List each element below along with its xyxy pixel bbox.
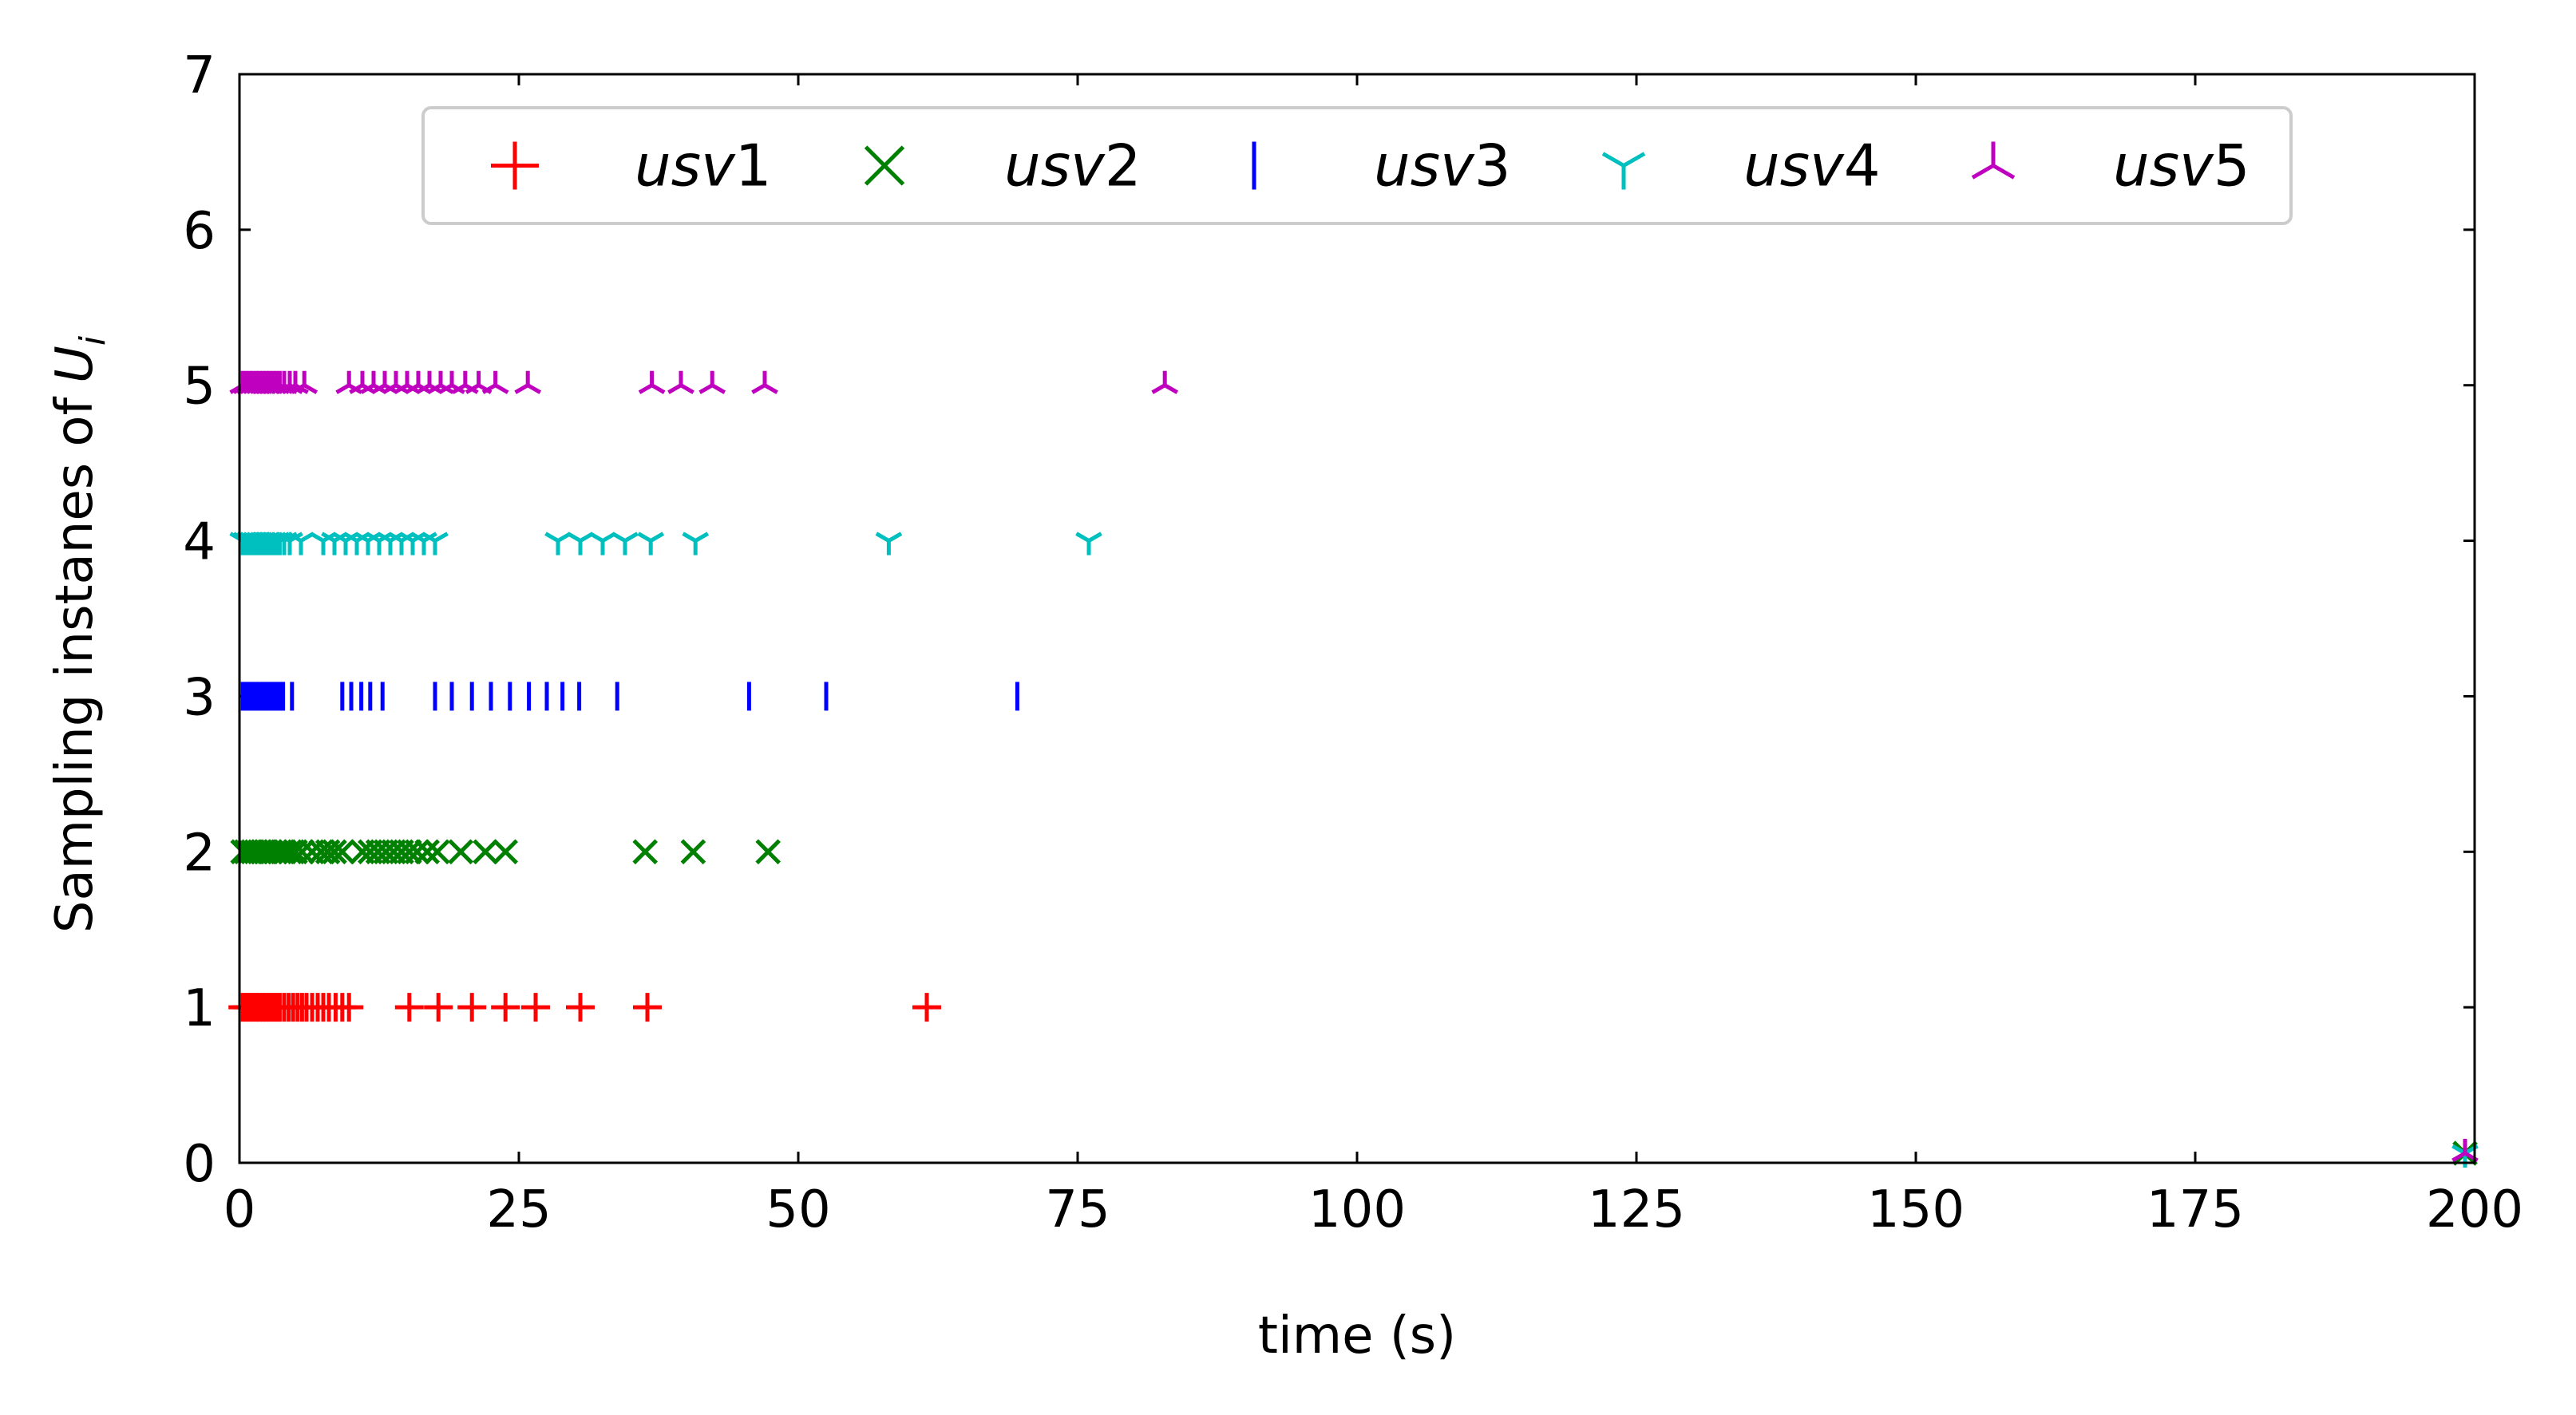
series-usv3 <box>240 682 1019 711</box>
data-point <box>514 370 542 394</box>
tri-up-icon <box>1971 141 2016 180</box>
data-point <box>329 839 355 865</box>
data-point <box>633 993 662 1022</box>
x-tick-label: 0 <box>224 1180 256 1239</box>
y-axis-label-subscript: i <box>73 335 113 346</box>
data-point <box>566 993 595 1022</box>
data-point <box>291 370 319 394</box>
tri-down-icon <box>1601 152 1646 190</box>
data-point <box>682 532 710 555</box>
data-point <box>271 839 297 865</box>
data-point <box>473 839 498 865</box>
data-point <box>414 839 441 865</box>
legend-label: usv1 <box>635 132 772 200</box>
data-point <box>491 993 520 1022</box>
legend-label-prefix: usv <box>1004 132 1106 200</box>
y-tick-label: 5 <box>183 358 216 417</box>
cross-icon <box>864 145 905 186</box>
series-usv5 <box>229 370 1179 394</box>
data-point <box>751 370 778 394</box>
data-point <box>322 839 347 865</box>
series-usv4 <box>229 532 1102 555</box>
series-usv1 <box>228 993 941 1022</box>
data-point <box>611 532 639 555</box>
data-point <box>875 532 903 555</box>
y-tick-label: 0 <box>183 1135 216 1194</box>
data-point <box>755 839 782 865</box>
legend-item-usv1: usv1 <box>491 132 772 200</box>
data-point <box>481 370 509 394</box>
x-tick-label: 125 <box>1588 1180 1685 1239</box>
data-point <box>493 839 519 865</box>
data-point <box>521 993 550 1022</box>
data-point <box>424 839 450 865</box>
x-tick-label: 175 <box>2147 1180 2244 1239</box>
data-point <box>334 993 364 1022</box>
legend-label: usv4 <box>1743 132 1881 200</box>
x-tick-label: 25 <box>486 1180 551 1239</box>
legend-label-number: 5 <box>2214 132 2250 200</box>
legend-label-number: 1 <box>735 132 772 200</box>
legend-label-number: 4 <box>1844 132 1881 200</box>
legend: usv1 usv2 usv3 usv4 usv5 <box>421 106 2293 225</box>
legend-label-number: 3 <box>1474 132 1511 200</box>
plot-frame <box>238 73 2476 1164</box>
data-point <box>912 993 941 1022</box>
legend-label-prefix: usv <box>635 132 736 200</box>
y-axis-label-prefix: Sampling instanes of <box>46 396 105 933</box>
data-point <box>632 839 659 865</box>
legend-item-usv5: usv5 <box>1971 132 2250 200</box>
legend-label: usv3 <box>1374 132 1511 200</box>
legend-label-prefix: usv <box>1374 132 1475 200</box>
data-point <box>637 532 665 555</box>
y-tick-label: 6 <box>183 202 216 261</box>
legend-label-prefix: usv <box>1743 132 1845 200</box>
data-point <box>424 993 453 1022</box>
y-tick-label: 4 <box>183 513 216 572</box>
x-tick-label: 150 <box>1867 1180 1965 1239</box>
x-axis-label: time (s) <box>1258 1306 1456 1366</box>
legend-item-usv4: usv4 <box>1601 132 1881 200</box>
data-point <box>638 370 666 394</box>
y-tick-label: 3 <box>183 668 216 727</box>
legend-label-prefix: usv <box>2113 132 2214 200</box>
x-tick-label: 100 <box>1308 1180 1406 1239</box>
y-axis-label-symbol: U <box>46 346 105 383</box>
data-point <box>698 370 726 394</box>
data-point <box>457 993 487 1022</box>
data-point <box>680 839 706 865</box>
y-tick-label: 2 <box>183 824 216 883</box>
legend-label: usv5 <box>2113 132 2250 200</box>
data-point <box>289 839 315 865</box>
data-point <box>667 370 694 394</box>
y-tick-label: 7 <box>183 46 216 105</box>
data-point <box>394 993 424 1022</box>
legend-item-usv3: usv3 <box>1252 132 1511 200</box>
legend-label: usv2 <box>1004 132 1142 200</box>
series-usv2 <box>230 839 782 865</box>
data-point <box>1151 370 1179 394</box>
data-point <box>448 839 474 865</box>
data-marks <box>228 370 2479 1168</box>
data-point <box>421 532 449 555</box>
x-tick-label: 200 <box>2426 1180 2523 1239</box>
legend-box <box>421 106 2293 225</box>
y-axis-label: Sampling instanes of Ui <box>46 335 113 933</box>
legend-item-usv2: usv2 <box>864 132 1142 200</box>
data-point <box>396 839 422 865</box>
data-point <box>404 839 430 865</box>
y-tick-label: 1 <box>183 979 216 1038</box>
x-tick-label: 75 <box>1045 1180 1110 1239</box>
data-point <box>1075 532 1102 555</box>
plus-icon <box>491 141 539 190</box>
x-tick-label: 50 <box>766 1180 830 1239</box>
legend-label-number: 2 <box>1105 132 1142 200</box>
